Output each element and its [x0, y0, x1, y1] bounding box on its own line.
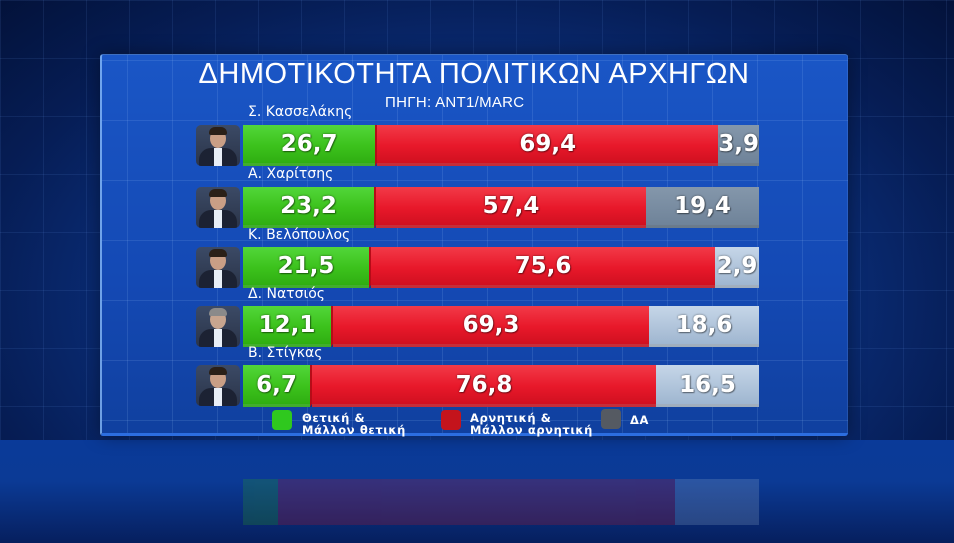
- bar-reflection: [243, 479, 759, 525]
- stacked-bar: 21,5 75,6 2,9: [243, 247, 759, 288]
- legend-line: ΔΑ: [630, 413, 650, 427]
- leader-name: Α. Χαρίτσης: [248, 166, 334, 182]
- bar-na: 3,9: [718, 125, 759, 166]
- legend-na: ΔΑ: [630, 414, 649, 426]
- bar-negative: 69,3: [331, 306, 649, 347]
- bar-na: 16,5: [656, 365, 759, 407]
- avatar: [196, 247, 240, 288]
- avatar: [196, 187, 240, 228]
- avatar: [196, 125, 240, 166]
- legend-line: Θετική &: [302, 411, 366, 425]
- legend-line: Μάλλον θετική: [302, 423, 406, 437]
- bar-na: 2,9: [715, 247, 759, 288]
- bar-positive: 26,7: [243, 125, 376, 166]
- legend-swatch-positive: [272, 410, 292, 430]
- legend-line: Αρνητική &: [470, 411, 552, 425]
- bar-negative: 69,4: [375, 125, 719, 166]
- avatar: [196, 365, 240, 406]
- legend-swatch-negative: [441, 410, 461, 430]
- legend-swatch-na: [601, 409, 621, 429]
- bar-na: 18,6: [649, 306, 759, 347]
- bar-negative: 76,8: [310, 365, 656, 407]
- bar-positive: 23,2: [243, 187, 374, 228]
- chart-subtitle: ΠΗΓΗ: ΑΝΤ1/MARC: [385, 94, 525, 111]
- bar-na: 19,4: [646, 187, 759, 228]
- bar-positive: 6,7: [243, 365, 310, 407]
- legend-negative: Αρνητική & Μάλλον αρνητική: [470, 412, 593, 436]
- bar-negative: 57,4: [374, 187, 646, 228]
- bar-positive: 21,5: [243, 247, 369, 288]
- stacked-bar: 26,7 69,4 3,9: [243, 125, 759, 166]
- floor: [0, 440, 954, 543]
- legend-line: Μάλλον αρνητική: [470, 423, 593, 437]
- bar-negative: 75,6: [369, 247, 715, 288]
- leader-name: Β. Στίγκας: [248, 345, 323, 361]
- bar-positive: 12,1: [243, 306, 331, 347]
- leader-name: Δ. Νατσιός: [248, 286, 325, 302]
- stacked-bar: 23,2 57,4 19,4: [243, 187, 759, 228]
- stacked-bar: 12,1 69,3 18,6: [243, 306, 759, 347]
- leader-name: Σ. Κασσελάκης: [248, 104, 353, 120]
- stacked-bar: 6,7 76,8 16,5: [243, 365, 759, 407]
- leader-name: Κ. Βελόπουλος: [248, 227, 351, 243]
- legend-positive: Θετική & Μάλλον θετική: [302, 412, 406, 436]
- chart-title: ΔΗΜΟΤΙΚΟΤΗΤΑ ΠΟΛΙΤΙΚΩΝ ΑΡΧΗΓΩΝ: [198, 58, 750, 90]
- avatar: [196, 306, 240, 347]
